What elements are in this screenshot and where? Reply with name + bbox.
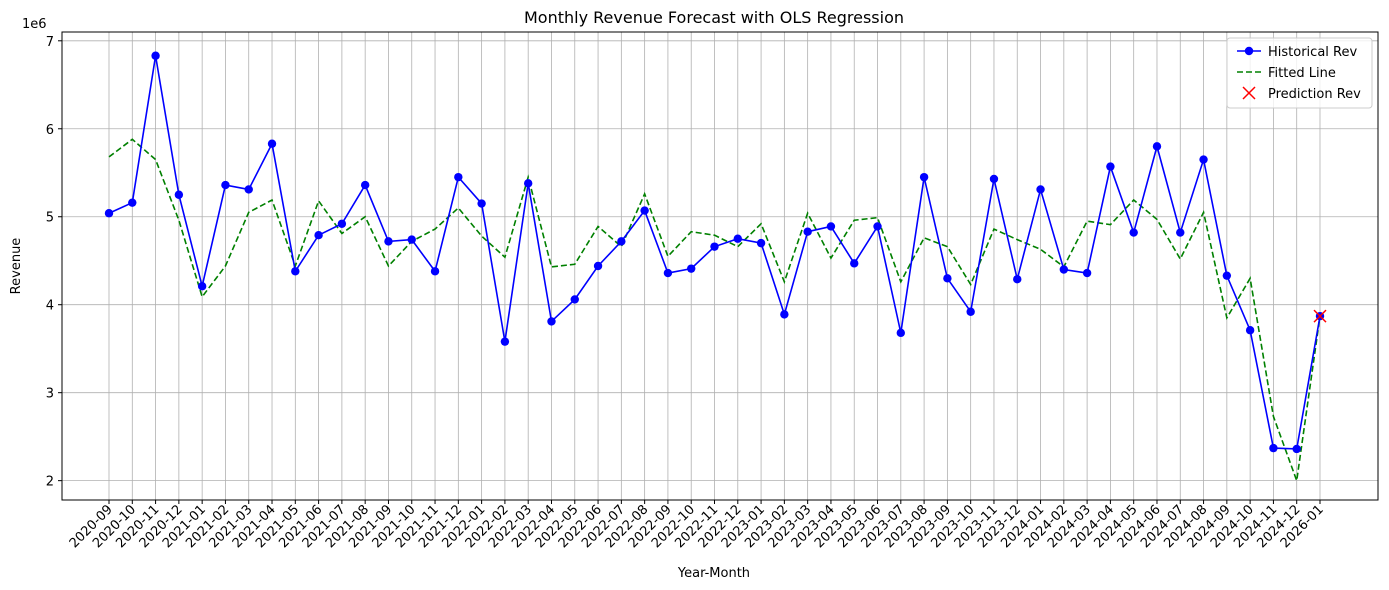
y-tick-label: 2 [46, 475, 54, 490]
historical-point [873, 222, 882, 231]
historical-point [989, 174, 999, 184]
historical-point [1036, 185, 1045, 194]
historical-point [128, 198, 137, 207]
historical-point [314, 231, 323, 240]
historical-point [1082, 268, 1092, 278]
historical-point [943, 274, 952, 283]
historical-point [407, 235, 416, 244]
historical-point [733, 234, 742, 243]
historical-point [780, 310, 789, 319]
historical-point [360, 180, 370, 190]
historical-point [826, 222, 836, 231]
historical-point [1106, 162, 1115, 171]
historical-point [1176, 228, 1185, 237]
legend: Historical Rev Fitted Line Prediction Rev [1226, 37, 1373, 109]
historical-point [1292, 444, 1301, 454]
historical-point [523, 179, 533, 188]
historical-point [430, 267, 440, 276]
historical-point [1245, 326, 1255, 335]
historical-point [337, 219, 347, 228]
historical-point [1152, 142, 1162, 151]
historical-point [850, 259, 859, 268]
historical-point [687, 264, 696, 273]
y-tick-label: 6 [46, 123, 54, 138]
y-tick-label: 4 [46, 299, 54, 314]
historical-point [104, 209, 114, 218]
historical-point [896, 328, 906, 338]
x-axis-label: Year-Month [677, 566, 750, 581]
historical-point [1199, 155, 1208, 164]
historical-point [151, 51, 160, 60]
historical-point [710, 242, 719, 251]
axes: 2345672020-092020-102020-112020-122021-0… [46, 35, 1327, 551]
y-axis-label: Revenue [9, 238, 24, 295]
historical-point [640, 206, 649, 215]
historical-point [454, 172, 463, 182]
fitted-line [108, 138, 1321, 481]
historical-point [244, 185, 253, 194]
historical-point [477, 199, 486, 208]
legend-label: Fitted Line [1268, 66, 1336, 81]
historical-point [384, 237, 393, 246]
historical-point [803, 227, 812, 236]
historical-point [500, 337, 510, 346]
historical-point [1269, 443, 1278, 453]
prediction-marker [1313, 309, 1327, 323]
legend-label: Prediction Rev [1268, 87, 1361, 102]
historical-point [1222, 271, 1232, 280]
historical-point [197, 282, 207, 291]
y-tick-label: 5 [46, 211, 54, 226]
historical-point [570, 295, 579, 304]
historical-point [663, 268, 673, 278]
chart-title: Monthly Revenue Forecast with OLS Regres… [524, 8, 904, 27]
y-tick-label: 7 [46, 35, 54, 50]
legend-label: Historical Rev [1268, 45, 1357, 60]
historical-point [919, 172, 929, 182]
historical-point [966, 307, 975, 316]
historical-point [617, 237, 626, 246]
prediction-marker-stroke [1313, 309, 1327, 323]
grid-lines [62, 32, 1378, 500]
historical-point [174, 190, 184, 199]
historical-point [1013, 274, 1022, 284]
plot-frame [61, 31, 1379, 501]
historical-point [1129, 228, 1138, 237]
y-scale-label: 1e6 [22, 17, 47, 32]
legend-swatch-marker [1244, 46, 1254, 56]
historical-point [547, 317, 556, 326]
series-layer [104, 51, 1327, 481]
legend-box [1226, 37, 1373, 109]
legend-swatch-marker [1242, 86, 1256, 100]
y-tick-label: 3 [46, 387, 54, 402]
historical-point [291, 267, 300, 276]
historical-point [1059, 265, 1069, 274]
historical-point [756, 238, 766, 248]
historical-point [593, 261, 603, 271]
historical-point [267, 139, 277, 148]
historical-point [221, 180, 230, 190]
